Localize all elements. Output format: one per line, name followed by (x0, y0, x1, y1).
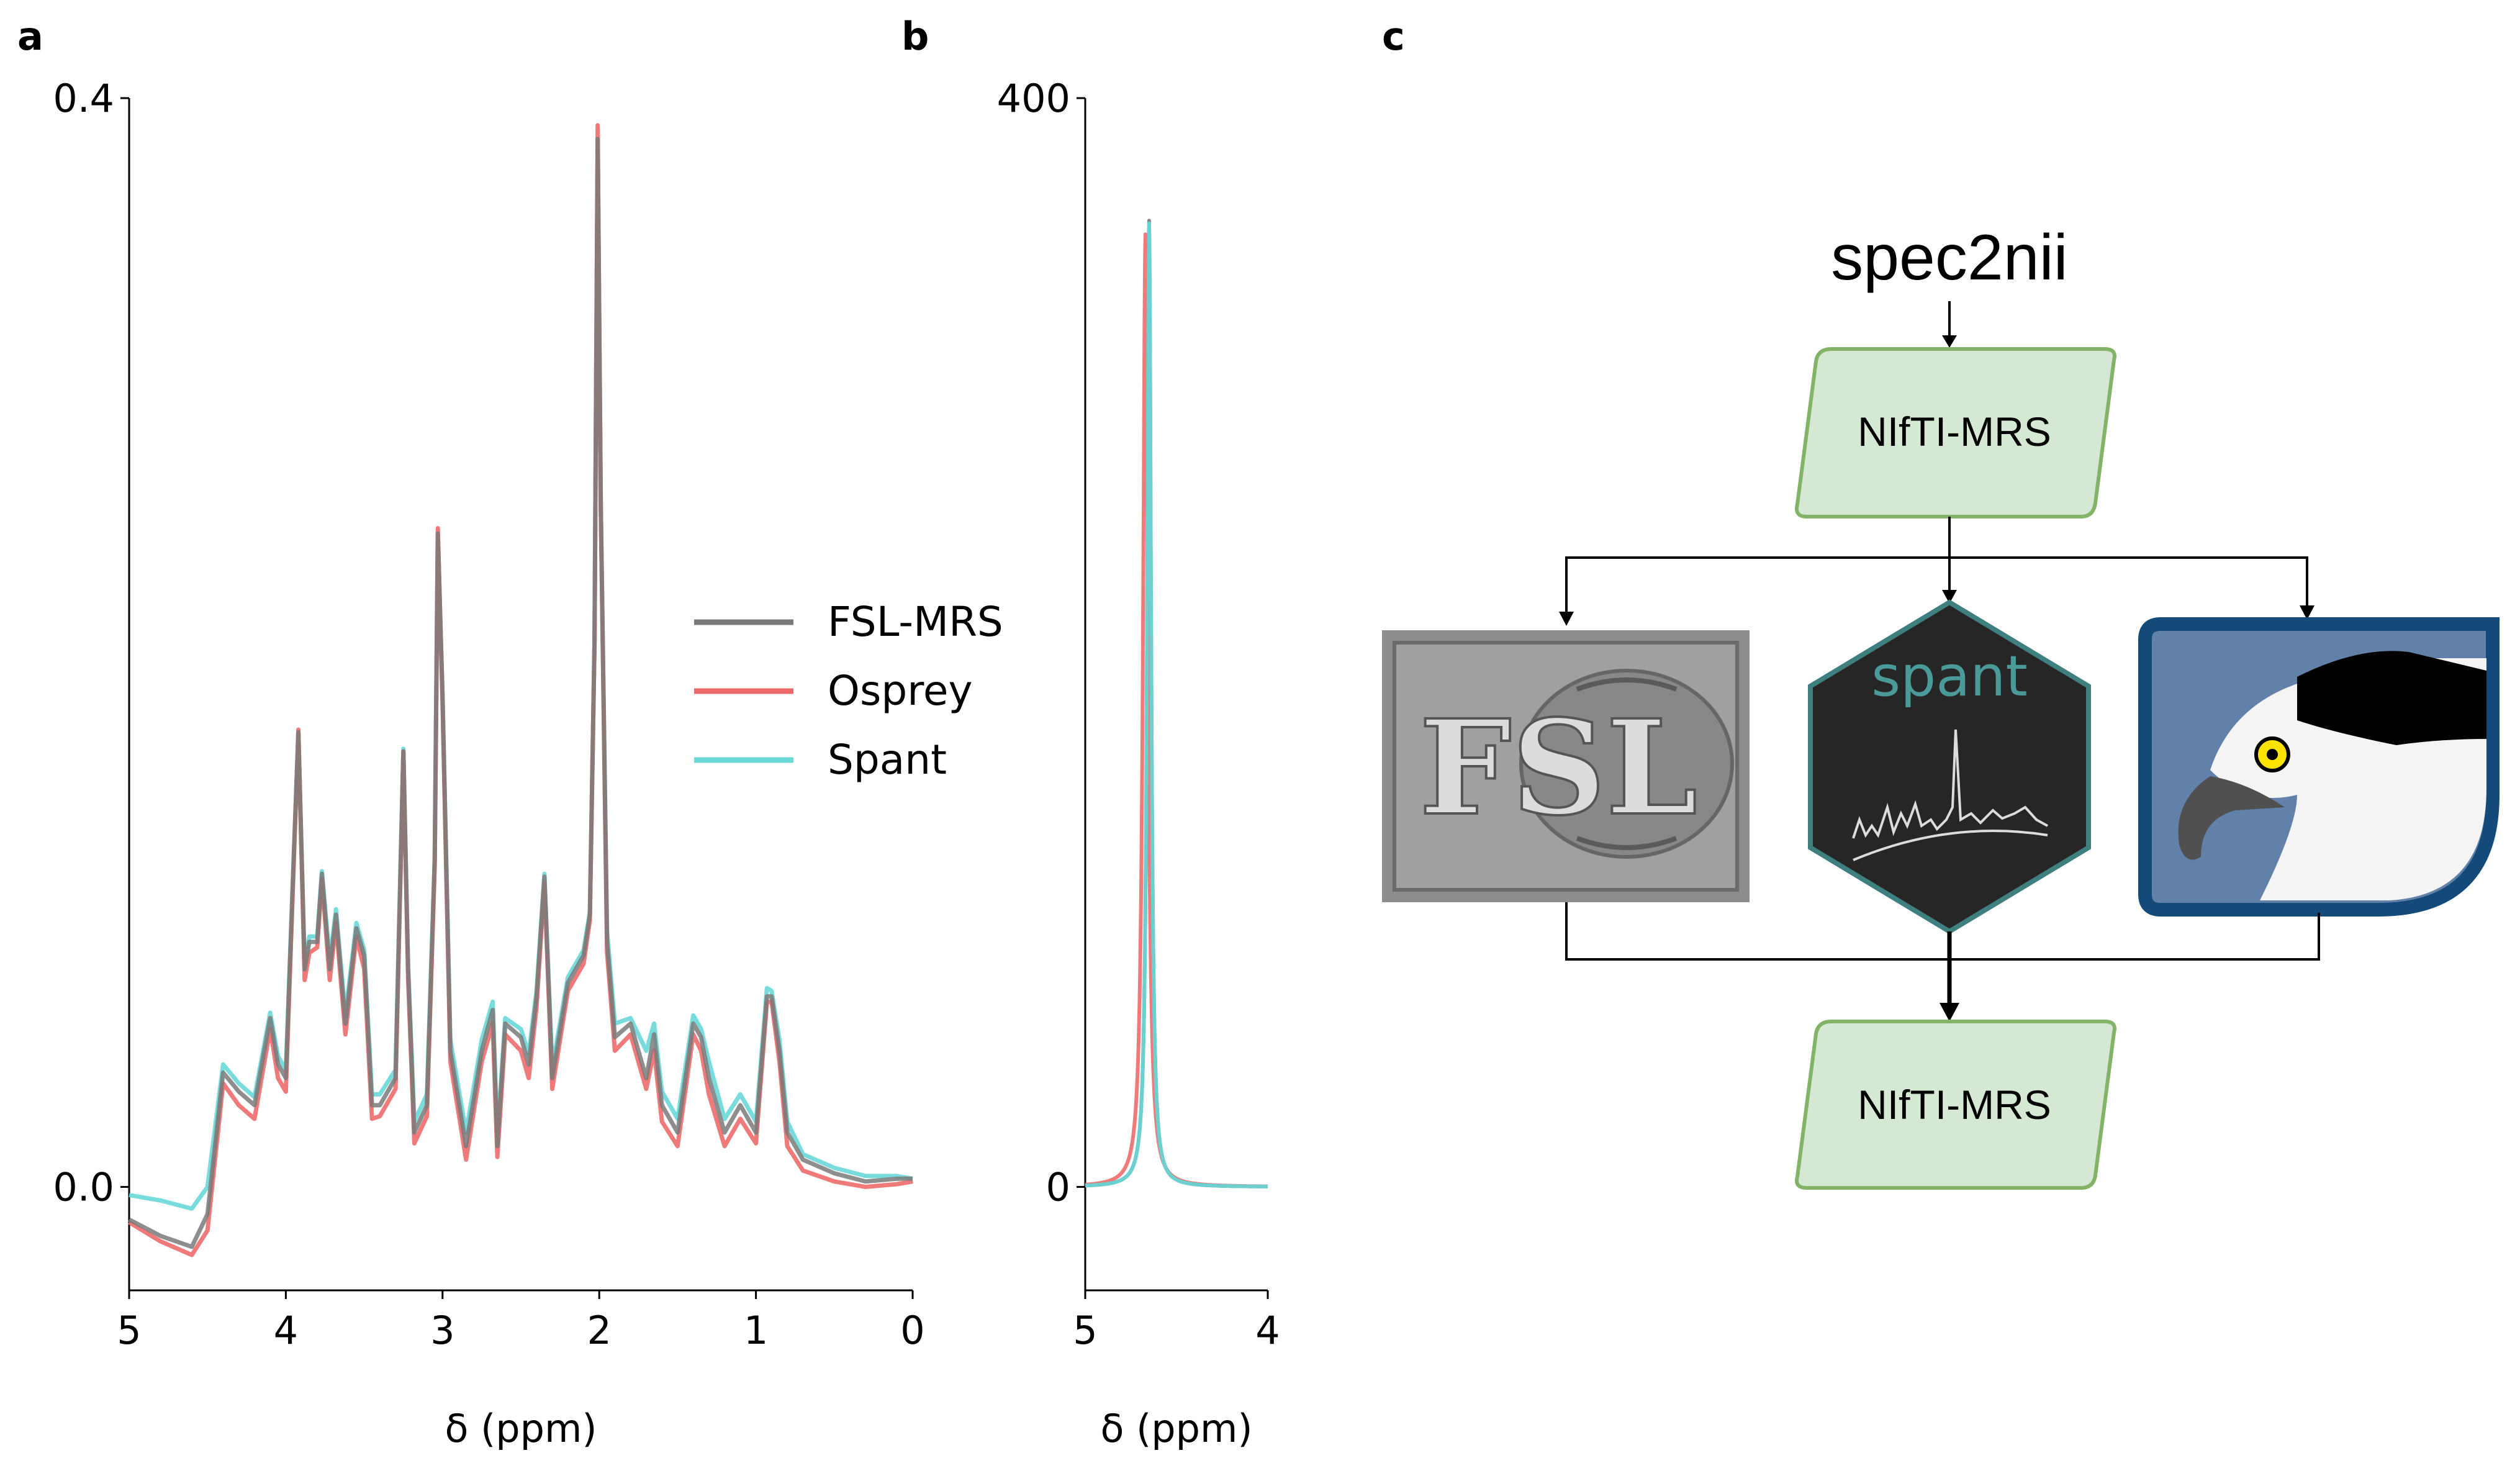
spant-baseline-icon (1853, 830, 2048, 861)
trilobite-icon (1519, 669, 1734, 859)
chart-a-series (128, 123, 913, 1257)
spant-logo-icon: spant (1808, 599, 2091, 935)
chart-b-x-label: δ (ppm) (1100, 1406, 1252, 1451)
x-tick-label: 4 (1255, 1308, 1280, 1353)
legend-label-fsl-mrs: FSL-MRS (828, 598, 1003, 646)
y-tick-label: 0.0 (53, 1164, 114, 1210)
series-line-fsl-mrs (1083, 219, 1270, 1188)
osprey-logo-icon (2138, 617, 2500, 917)
series-line-spant (1083, 221, 1270, 1188)
x-tick-label: 1 (744, 1308, 768, 1353)
chart-a-x-label: δ (ppm) (445, 1406, 597, 1451)
spec2nii-title: spec2nii (1831, 222, 2068, 294)
chart-a-y-ticks: 0.0 0.4 (53, 76, 129, 1210)
trilobite-detail-icon (1576, 836, 1678, 850)
series-line-fsl-mrs (128, 137, 913, 1249)
arrow-head-icon (1940, 1003, 1959, 1021)
output-node-label: NIfTI-MRS (1858, 1082, 2051, 1128)
x-tick-label: 0 (900, 1308, 924, 1353)
fsl-logo-icon: FSL (1382, 630, 1750, 902)
series-line-osprey (128, 123, 913, 1257)
osprey-eye-stripe-icon (2297, 651, 2486, 745)
y-tick-label: 0 (1046, 1164, 1070, 1210)
x-tick-label: 5 (117, 1308, 141, 1353)
panel-c-label: c (1382, 14, 1405, 59)
legend-label-osprey: Osprey (828, 667, 973, 715)
x-tick-label: 3 (430, 1308, 454, 1353)
chart-a-legend: FSL-MRS Osprey Spant (694, 598, 1003, 784)
y-tick-label: 0.4 (53, 76, 114, 121)
chart-a: 0.0 0.4 5 4 3 2 1 0 δ (ppm) FSL-MRS Osprey Spa… (53, 76, 1003, 1451)
arrow-head-icon (1942, 335, 1957, 348)
x-tick-label: 5 (1073, 1308, 1097, 1353)
chart-a-x-ticks: 5 4 3 2 1 0 (117, 1290, 925, 1353)
osprey-beak-icon (2178, 776, 2285, 860)
spant-logo-text: spant (1871, 644, 2028, 709)
x-tick-label: 2 (587, 1308, 611, 1353)
panel-a-label: a (17, 14, 43, 59)
chart-b-series (1083, 219, 1270, 1188)
arrow-head-icon (1942, 590, 1957, 604)
panel-b-label: b (901, 14, 929, 59)
input-node-label: NIfTI-MRS (1858, 409, 2051, 455)
trilobite-detail-icon (1576, 677, 1678, 692)
input-node (1795, 347, 2116, 518)
chart-b-y-ticks: 0 400 (997, 76, 1085, 1210)
fsl-logo-text: FSL (1419, 691, 1697, 844)
osprey-pupil-icon (2267, 749, 2278, 760)
arrow-head-icon (2300, 605, 2315, 620)
y-tick-label: 400 (997, 76, 1070, 121)
arrow-head-icon (1559, 612, 1574, 626)
x-tick-label: 4 (274, 1308, 298, 1353)
spant-spectrum-icon (1852, 729, 2048, 839)
flowchart: spec2nii NIfTI-MRS FSL spant (1382, 222, 2500, 1190)
series-line-osprey (1083, 232, 1270, 1188)
output-node (1795, 1020, 2116, 1190)
legend-label-spant: Spant (828, 736, 947, 784)
